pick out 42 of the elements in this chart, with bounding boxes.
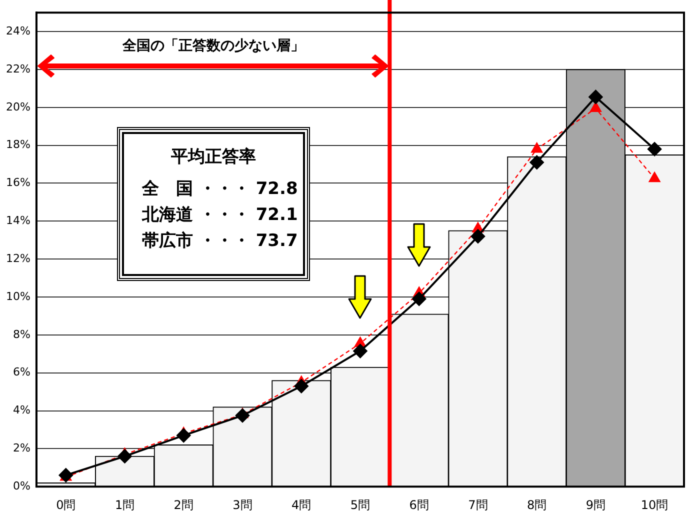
annotation: 帯広市 ・・・ 73.7 (142, 230, 299, 253)
point (353, 344, 368, 358)
y-tick-label: 6% (12, 366, 30, 379)
point (588, 90, 603, 104)
x-tick-label: 3問 (232, 498, 252, 512)
y-tick-label: 10% (6, 290, 30, 303)
point (176, 428, 191, 442)
point (648, 142, 662, 156)
annotation: 平均正答率 (170, 146, 257, 169)
x-tick-label: 9問 (586, 498, 606, 512)
annotation: 北海道 ・・・ 72.1 (142, 204, 299, 227)
x-tick-label: 5問 (350, 498, 370, 512)
x-tick-label: 1問 (114, 498, 135, 512)
y-tick-label: 12% (6, 252, 30, 265)
point (470, 229, 485, 244)
x-tick-label: 10問 (640, 498, 668, 512)
annotation: 全 国 ・・・ 72.8 (142, 178, 299, 201)
x-tick-label: 8問 (527, 498, 547, 512)
y-tick-label: 18% (6, 138, 30, 152)
point (590, 102, 602, 112)
y-tick-label: 22% (6, 62, 30, 76)
y-tick-label: 2% (12, 442, 30, 455)
y-tick-label: 16% (6, 176, 30, 190)
point (530, 155, 544, 170)
y-tick-label: 4% (12, 404, 30, 417)
point (531, 142, 543, 153)
point (235, 408, 250, 422)
point (118, 449, 132, 464)
y-tick-label: 8% (12, 328, 30, 341)
y-tick-label: 24% (6, 24, 30, 38)
y-tick-label: 0% (12, 479, 30, 492)
x-tick-label: 6問 (409, 498, 429, 512)
x-tick-label: 4問 (292, 498, 312, 512)
y-tick-label: 14% (6, 214, 30, 228)
x-tick-label: 2問 (174, 498, 194, 512)
x-tick-label: 7問 (468, 498, 488, 512)
point (294, 379, 308, 394)
annotation: 全国の「正答数の少ない層」 (122, 37, 305, 55)
point (648, 172, 660, 182)
y-tick-label: 20% (6, 100, 30, 114)
point (412, 292, 426, 306)
x-tick-label: 0問 (56, 498, 76, 512)
